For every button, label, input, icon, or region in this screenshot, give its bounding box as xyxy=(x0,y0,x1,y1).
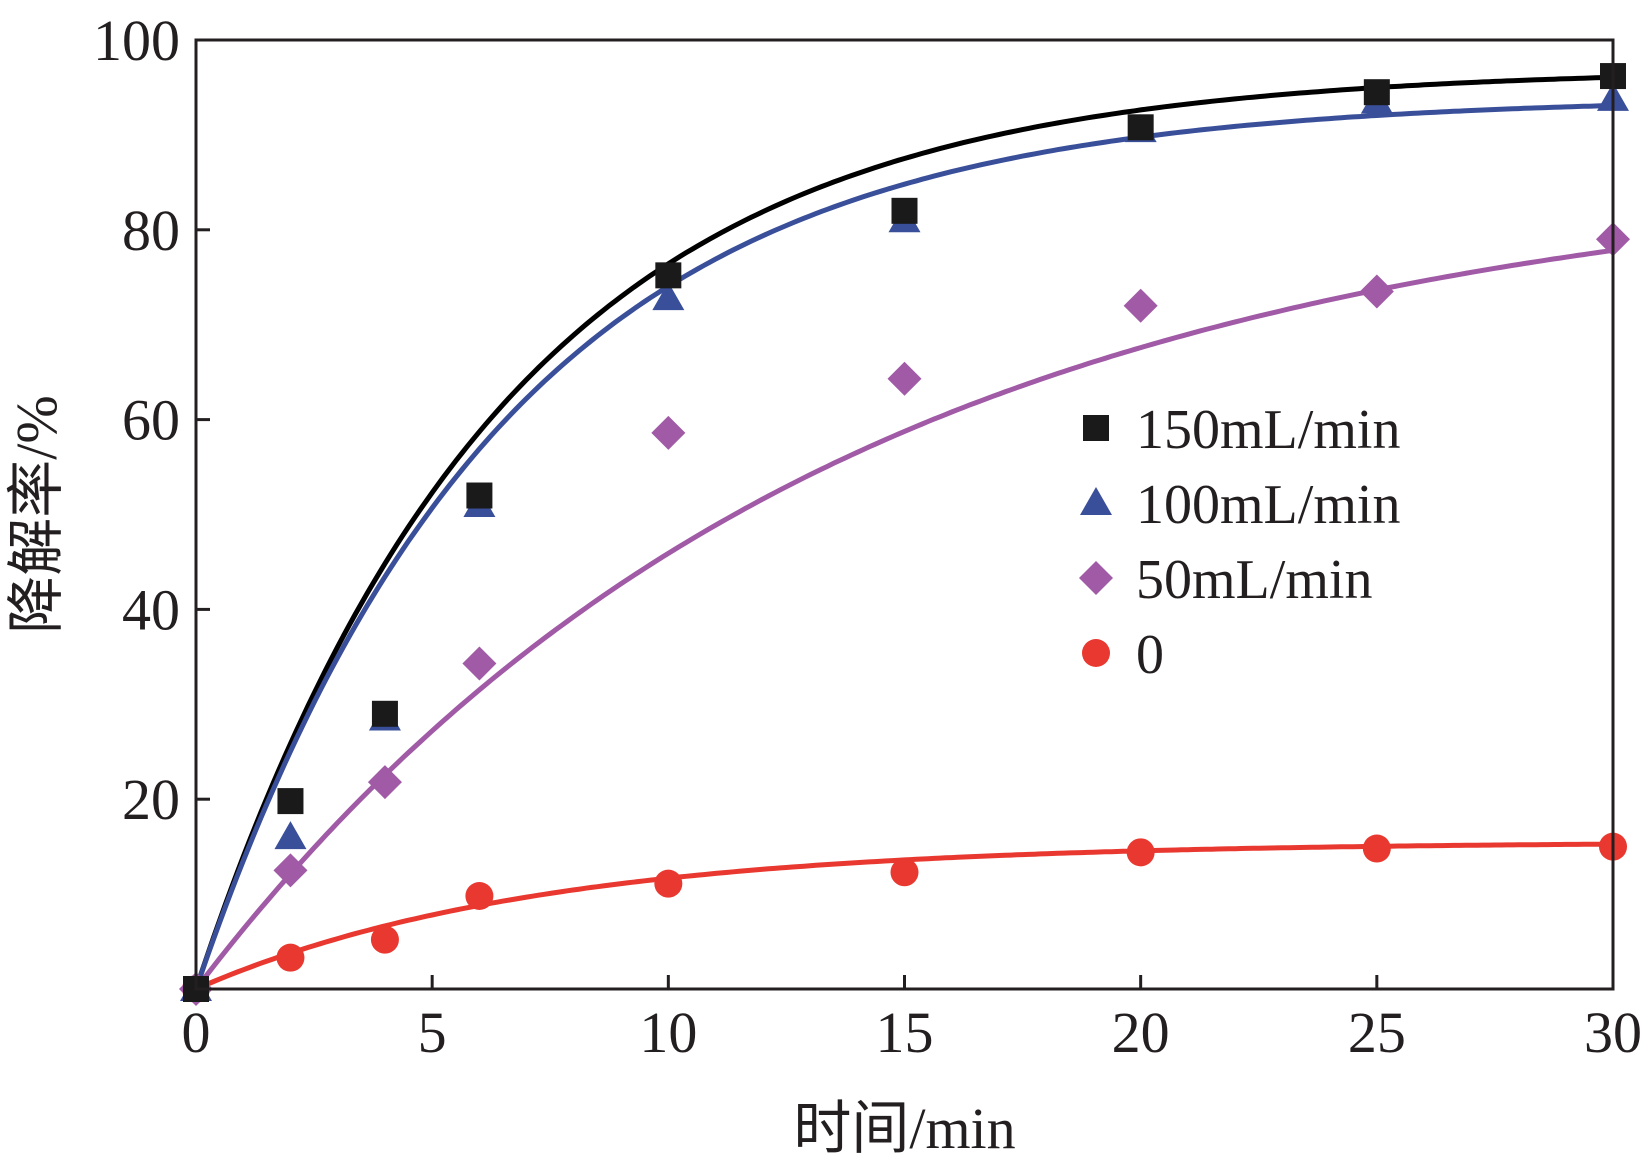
data-point xyxy=(465,881,494,910)
y-tick-label: 40 xyxy=(122,577,180,642)
y-tick-label: 100 xyxy=(93,8,180,73)
data-point xyxy=(887,361,922,396)
data-point xyxy=(652,282,685,311)
data-point xyxy=(277,788,304,815)
y-tick-label: 60 xyxy=(122,388,180,453)
data-point xyxy=(890,858,919,887)
legend: 150mL/min 100mL/min 50mL/min 0 xyxy=(1079,399,1400,686)
axis-ticks xyxy=(196,228,1379,989)
legend-item: 50mL/min xyxy=(1079,549,1372,611)
legend-label: 100mL/min xyxy=(1136,474,1400,536)
data-point xyxy=(655,262,682,289)
y-axis-label: 降解率/% xyxy=(4,395,69,633)
data-point xyxy=(1126,838,1155,867)
legend-label: 0 xyxy=(1136,624,1164,686)
legend-item: 150mL/min xyxy=(1083,399,1400,461)
legend-item: 0 xyxy=(1082,624,1164,686)
legend-marker xyxy=(1079,561,1113,595)
legend-marker xyxy=(1083,415,1109,441)
data-point xyxy=(1127,114,1154,141)
data-point xyxy=(654,869,683,898)
data-point xyxy=(1123,288,1158,323)
legend-item: 100mL/min xyxy=(1080,474,1400,536)
x-tick-label: 5 xyxy=(418,1000,447,1065)
x-tick-label: 15 xyxy=(876,1000,934,1065)
data-point xyxy=(371,700,398,727)
data-point xyxy=(466,482,493,509)
data-point xyxy=(276,943,305,972)
data-point xyxy=(273,853,308,888)
x-tick-label: 20 xyxy=(1112,1000,1170,1065)
x-axis-label: 时间/min xyxy=(793,1096,1015,1161)
x-tick-label: 25 xyxy=(1348,1000,1406,1065)
x-tick-label: 30 xyxy=(1584,1000,1642,1065)
legend-label: 50mL/min xyxy=(1136,549,1372,611)
tick-labels: 0 5 10 15 20 25 30 20 40 60 80 100 xyxy=(93,8,1642,1065)
data-point xyxy=(367,765,402,800)
legend-label: 150mL/min xyxy=(1136,399,1400,461)
data-point xyxy=(891,197,918,224)
data-point xyxy=(370,925,399,954)
data-point xyxy=(1359,274,1394,309)
y-tick-label: 20 xyxy=(122,767,180,832)
data-point xyxy=(274,821,307,850)
data-point xyxy=(1362,834,1391,863)
x-tick-label: 10 xyxy=(639,1000,697,1065)
x-tick-label: 0 xyxy=(182,1000,211,1065)
data-point xyxy=(462,646,497,681)
legend-marker xyxy=(1080,487,1112,515)
legend-marker xyxy=(1082,639,1110,667)
fit-curve xyxy=(193,103,1614,990)
data-point xyxy=(651,415,686,450)
data-markers xyxy=(179,63,1630,1006)
data-point xyxy=(1363,79,1390,106)
y-tick-label: 80 xyxy=(122,198,180,263)
